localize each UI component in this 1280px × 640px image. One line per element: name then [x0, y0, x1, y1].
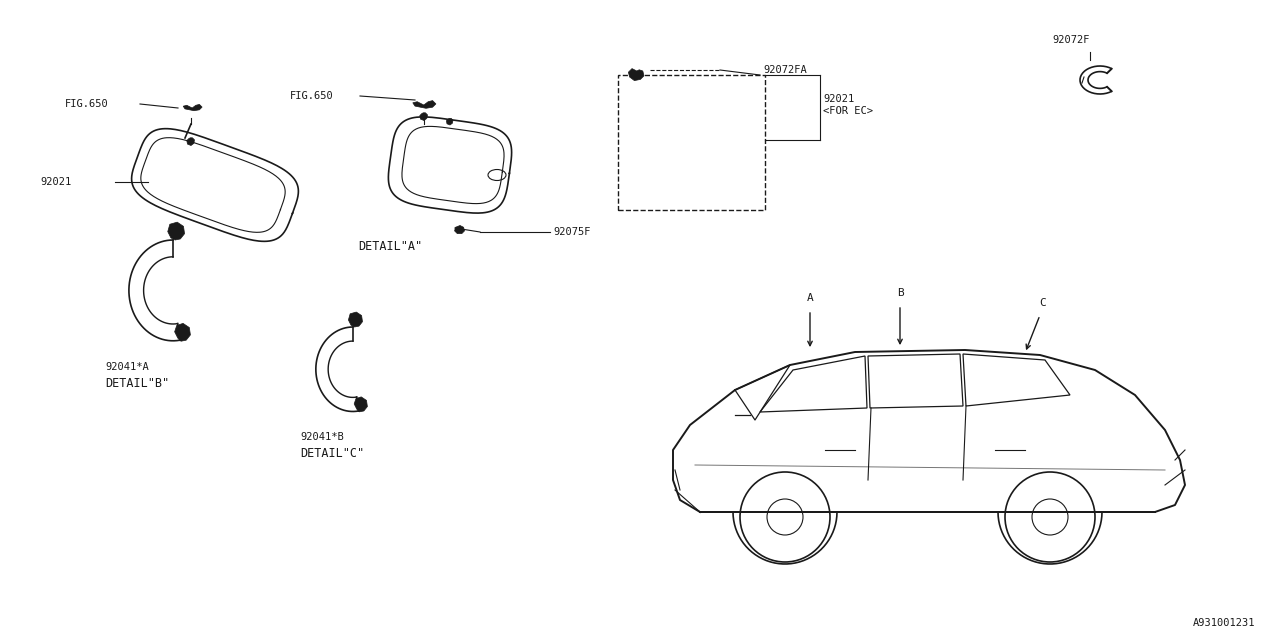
- Polygon shape: [355, 397, 367, 412]
- Text: 92072FA: 92072FA: [763, 65, 806, 75]
- Polygon shape: [420, 113, 428, 120]
- Text: DETAIL"A": DETAIL"A": [358, 240, 422, 253]
- Text: 92072F: 92072F: [1052, 35, 1089, 45]
- Polygon shape: [187, 138, 195, 145]
- Text: B: B: [896, 288, 904, 298]
- Text: 92021: 92021: [40, 177, 72, 187]
- Text: DETAIL"C": DETAIL"C": [300, 447, 364, 460]
- Text: C: C: [1039, 298, 1046, 308]
- Polygon shape: [412, 100, 436, 108]
- Text: 92041*B: 92041*B: [300, 432, 344, 442]
- Polygon shape: [183, 104, 202, 111]
- Polygon shape: [628, 68, 644, 81]
- Polygon shape: [168, 222, 184, 240]
- Polygon shape: [1080, 66, 1112, 94]
- Text: FIG.650: FIG.650: [65, 99, 109, 109]
- Text: FIG.650: FIG.650: [291, 91, 334, 101]
- Polygon shape: [454, 225, 465, 234]
- Polygon shape: [447, 118, 453, 125]
- Text: 92075F: 92075F: [553, 227, 590, 237]
- Polygon shape: [174, 323, 191, 341]
- Bar: [618, 75, 765, 210]
- Text: 92021
<FOR EC>: 92021 <FOR EC>: [823, 94, 873, 116]
- Text: A931001231: A931001231: [1193, 618, 1254, 628]
- Text: DETAIL"B": DETAIL"B": [105, 377, 169, 390]
- Text: 92041*A: 92041*A: [105, 362, 148, 372]
- Text: A: A: [806, 293, 813, 303]
- Polygon shape: [348, 312, 362, 327]
